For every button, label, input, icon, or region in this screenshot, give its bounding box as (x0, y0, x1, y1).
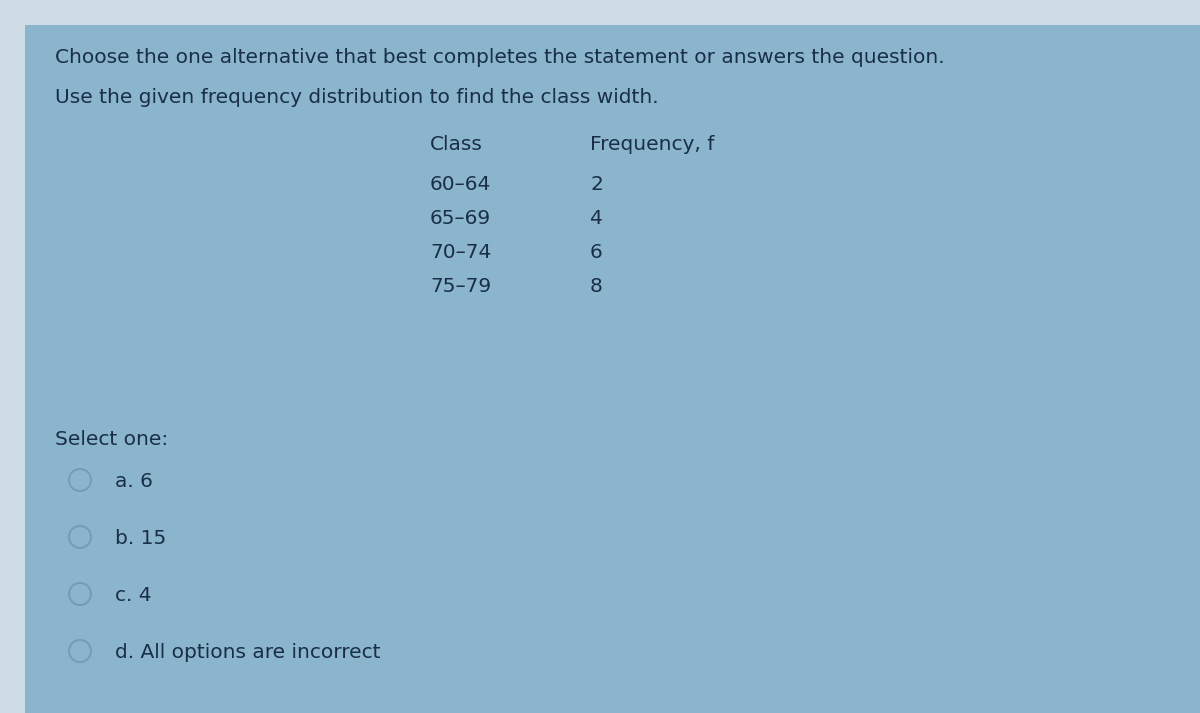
Text: b. 15: b. 15 (115, 529, 167, 548)
Text: 8: 8 (590, 277, 602, 296)
Text: 6: 6 (590, 243, 602, 262)
Text: 65–69: 65–69 (430, 209, 491, 228)
Text: Class: Class (430, 135, 482, 154)
Text: Select one:: Select one: (55, 430, 168, 449)
Text: a. 6: a. 6 (115, 472, 152, 491)
Text: d. All options are incorrect: d. All options are incorrect (115, 643, 380, 662)
Text: 4: 4 (590, 209, 602, 228)
Text: 75–79: 75–79 (430, 277, 491, 296)
Text: 2: 2 (590, 175, 602, 194)
Text: 70–74: 70–74 (430, 243, 491, 262)
Text: Frequency, f: Frequency, f (590, 135, 714, 154)
Text: 60–64: 60–64 (430, 175, 491, 194)
Text: Use the given frequency distribution to find the class width.: Use the given frequency distribution to … (55, 88, 659, 107)
Text: c. 4: c. 4 (115, 586, 151, 605)
Text: Choose the one alternative that best completes the statement or answers the ques: Choose the one alternative that best com… (55, 48, 944, 67)
